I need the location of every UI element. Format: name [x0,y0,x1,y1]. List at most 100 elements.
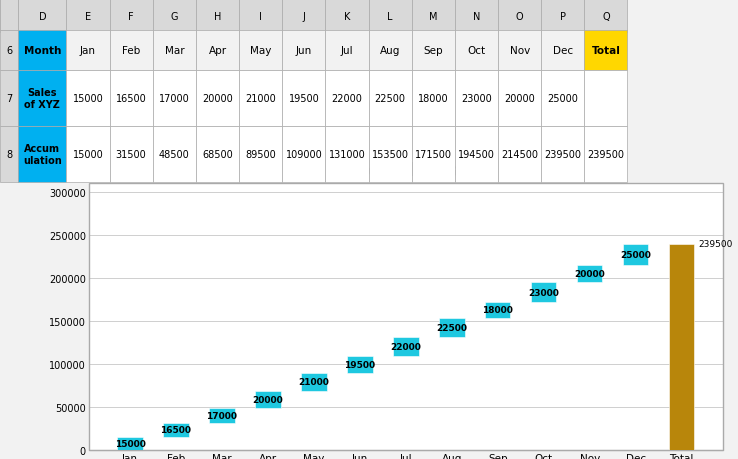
Bar [18,0,66,33]
Text: Sep: Sep [424,46,444,56]
Text: 23000: 23000 [528,288,559,297]
Text: 6: 6 [6,46,13,56]
Text: 20000: 20000 [504,94,535,104]
Bar [368,0,412,33]
Text: 8: 8 [6,150,13,160]
Bar [412,0,455,33]
Bar [455,127,498,183]
Bar [325,0,369,33]
Text: 25000: 25000 [621,251,651,259]
Bar [541,71,584,127]
Text: Aug: Aug [380,46,401,56]
Bar [66,0,109,33]
Bar [239,71,282,127]
Bar [153,0,196,33]
Bar [325,127,369,183]
Text: 239500: 239500 [698,240,732,249]
Text: Jun: Jun [296,46,312,56]
Bar [577,266,602,283]
Text: L: L [387,11,393,22]
Bar [0,31,18,71]
Bar [210,408,235,423]
Bar [669,244,694,450]
Bar [109,71,153,127]
Text: Accum
ulation: Accum ulation [23,144,62,165]
Bar [348,373,373,450]
Bar [577,283,602,450]
Text: 194500: 194500 [458,150,495,160]
Bar [0,127,18,183]
Text: 89500: 89500 [245,150,276,160]
Text: Apr: Apr [208,46,227,56]
Text: Oct: Oct [467,46,486,56]
Bar [153,31,196,71]
Bar [239,127,282,183]
Bar [153,127,196,183]
Text: 214500: 214500 [501,150,538,160]
Bar [393,356,418,450]
Bar [498,31,541,71]
Bar [0,0,18,31]
Text: K: K [344,11,351,22]
Bar [541,31,584,71]
Bar [18,31,66,71]
Text: Total: Total [591,46,621,56]
Bar [153,71,196,127]
Text: Jul: Jul [341,46,354,56]
Text: 15000: 15000 [114,439,145,448]
Text: 15000: 15000 [72,150,103,160]
Text: 22000: 22000 [390,342,421,351]
Bar [117,437,142,450]
Text: Mar: Mar [165,46,184,56]
Bar [439,337,464,450]
Text: Q: Q [602,11,610,22]
Text: 16500: 16500 [116,94,147,104]
Text: Nov: Nov [510,46,530,56]
Bar [163,423,189,437]
Bar [282,31,325,71]
Bar [531,283,556,302]
Bar [239,31,282,71]
Bar [348,356,373,373]
Text: 31500: 31500 [116,150,147,160]
Text: 22500: 22500 [375,94,406,104]
Bar [584,31,627,71]
Bar [282,127,325,183]
Bar [455,71,498,127]
Text: Jan: Jan [80,46,96,56]
Bar [66,127,109,183]
Text: 21000: 21000 [298,377,329,386]
Bar [196,71,239,127]
Bar [412,127,455,183]
Bar [439,318,464,337]
Bar [109,31,153,71]
Text: 20000: 20000 [252,395,283,404]
Text: D: D [38,11,46,22]
Bar [368,31,412,71]
Text: May: May [250,46,272,56]
Bar [282,71,325,127]
Bar [584,127,627,183]
Bar [163,437,189,450]
Bar [455,0,498,33]
Bar [498,127,541,183]
Bar [109,127,153,183]
Text: 15000: 15000 [72,94,103,104]
Text: 68500: 68500 [202,150,233,160]
Bar [18,127,66,183]
Text: 19500: 19500 [289,94,320,104]
Bar [196,127,239,183]
Text: 153500: 153500 [372,150,409,160]
Text: 20000: 20000 [574,270,605,279]
Bar [498,71,541,127]
Bar [455,31,498,71]
Text: G: G [170,11,178,22]
Text: Sales
of XYZ: Sales of XYZ [24,88,61,109]
Text: 22000: 22000 [331,94,362,104]
Bar [623,244,649,266]
Text: H: H [214,11,221,22]
Bar [531,302,556,450]
Bar [196,0,239,33]
Text: P: P [560,11,566,22]
Bar [325,31,369,71]
